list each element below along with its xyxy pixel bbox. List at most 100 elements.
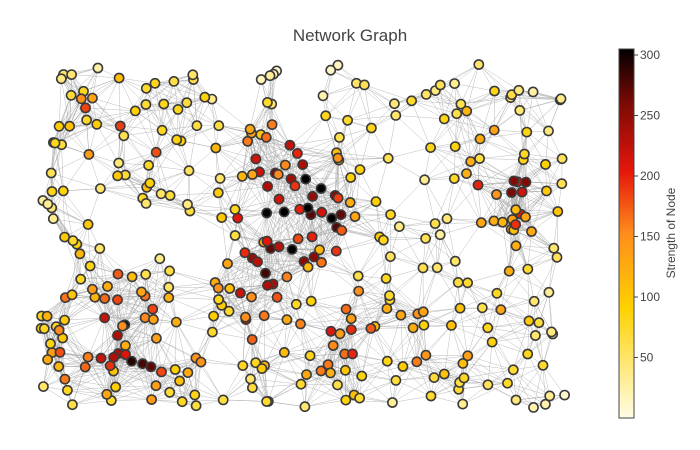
- node-point[interactable]: [482, 322, 494, 334]
- node-point[interactable]: [393, 221, 405, 232]
- node-point[interactable]: [434, 79, 446, 91]
- node-point[interactable]: [49, 137, 61, 149]
- node-point[interactable]: [332, 59, 344, 71]
- node-point[interactable]: [189, 389, 201, 401]
- node-point[interactable]: [126, 355, 138, 367]
- node-point[interactable]: [462, 277, 473, 289]
- node-point[interactable]: [302, 261, 314, 273]
- node-point[interactable]: [54, 346, 66, 358]
- node-point[interactable]: [172, 104, 184, 115]
- node-point[interactable]: [438, 368, 450, 380]
- node-point[interactable]: [129, 105, 141, 117]
- node-point[interactable]: [99, 293, 111, 304]
- node-point[interactable]: [336, 224, 348, 236]
- node-point[interactable]: [302, 202, 314, 214]
- node-point[interactable]: [300, 173, 312, 185]
- node-point[interactable]: [514, 105, 526, 116]
- node-point[interactable]: [117, 320, 128, 332]
- node-point[interactable]: [543, 286, 555, 298]
- node-point[interactable]: [290, 298, 302, 310]
- node-point[interactable]: [551, 251, 563, 263]
- node-point[interactable]: [510, 219, 521, 230]
- node-point[interactable]: [47, 213, 59, 225]
- node-point[interactable]: [486, 336, 498, 348]
- node-point[interactable]: [223, 305, 235, 317]
- node-point[interactable]: [140, 82, 152, 94]
- node-point[interactable]: [502, 377, 513, 389]
- node-point[interactable]: [353, 285, 365, 297]
- node-point[interactable]: [508, 175, 520, 187]
- node-point[interactable]: [214, 172, 226, 184]
- node-point[interactable]: [559, 389, 570, 401]
- node-point[interactable]: [345, 172, 357, 183]
- node-point[interactable]: [66, 289, 78, 301]
- node-point[interactable]: [458, 372, 470, 384]
- node-point[interactable]: [81, 114, 92, 126]
- node-point[interactable]: [273, 241, 285, 253]
- node-point[interactable]: [325, 367, 336, 379]
- node-point[interactable]: [42, 198, 54, 210]
- node-point[interactable]: [38, 381, 49, 392]
- node-point[interactable]: [333, 131, 345, 143]
- node-point[interactable]: [292, 233, 304, 245]
- node-point[interactable]: [53, 120, 65, 132]
- node-point[interactable]: [474, 153, 485, 164]
- node-point[interactable]: [345, 313, 357, 325]
- node-point[interactable]: [82, 218, 94, 230]
- node-point[interactable]: [154, 253, 166, 265]
- node-point[interactable]: [260, 267, 271, 279]
- node-point[interactable]: [94, 243, 106, 254]
- node-point[interactable]: [95, 183, 106, 194]
- node-point[interactable]: [246, 382, 258, 394]
- node-point[interactable]: [252, 256, 263, 268]
- node-point[interactable]: [482, 379, 494, 391]
- node-point[interactable]: [418, 319, 430, 331]
- node-point[interactable]: [101, 388, 113, 400]
- node-point[interactable]: [452, 276, 464, 288]
- node-point[interactable]: [332, 152, 344, 164]
- node-point[interactable]: [520, 211, 531, 223]
- node-point[interactable]: [420, 89, 432, 100]
- node-point[interactable]: [537, 359, 549, 371]
- node-point[interactable]: [382, 152, 394, 164]
- node-point[interactable]: [526, 226, 537, 237]
- node-point[interactable]: [150, 332, 162, 344]
- node-point[interactable]: [556, 178, 568, 190]
- node-point[interactable]: [384, 290, 395, 301]
- node-point[interactable]: [120, 340, 131, 351]
- node-point[interactable]: [488, 215, 500, 227]
- node-point[interactable]: [42, 354, 53, 365]
- node-point[interactable]: [250, 153, 262, 165]
- node-point[interactable]: [506, 187, 517, 198]
- node-point[interactable]: [556, 153, 568, 165]
- node-point[interactable]: [136, 286, 147, 298]
- node-point[interactable]: [349, 211, 361, 222]
- node-point[interactable]: [149, 77, 161, 89]
- node-point[interactable]: [224, 283, 236, 294]
- node-point[interactable]: [354, 392, 365, 404]
- node-point[interactable]: [156, 366, 167, 378]
- node-point[interactable]: [176, 396, 188, 408]
- node-point[interactable]: [62, 384, 73, 396]
- node-point[interactable]: [182, 367, 194, 378]
- node-point[interactable]: [475, 217, 487, 229]
- node-point[interactable]: [522, 348, 534, 360]
- node-point[interactable]: [146, 394, 157, 405]
- node-point[interactable]: [330, 245, 342, 257]
- node-point[interactable]: [473, 59, 485, 70]
- node-point[interactable]: [347, 348, 358, 360]
- node-point[interactable]: [55, 73, 67, 85]
- node-point[interactable]: [380, 273, 392, 284]
- node-point[interactable]: [255, 74, 267, 85]
- node-point[interactable]: [431, 262, 443, 274]
- node-point[interactable]: [232, 212, 244, 224]
- node-point[interactable]: [174, 375, 185, 387]
- node-point[interactable]: [516, 186, 528, 198]
- node-point[interactable]: [365, 122, 377, 134]
- node-point[interactable]: [555, 93, 567, 105]
- node-point[interactable]: [449, 255, 461, 267]
- node-point[interactable]: [258, 310, 270, 322]
- node-point[interactable]: [320, 110, 332, 122]
- node-point[interactable]: [438, 113, 450, 125]
- node-point[interactable]: [67, 399, 78, 411]
